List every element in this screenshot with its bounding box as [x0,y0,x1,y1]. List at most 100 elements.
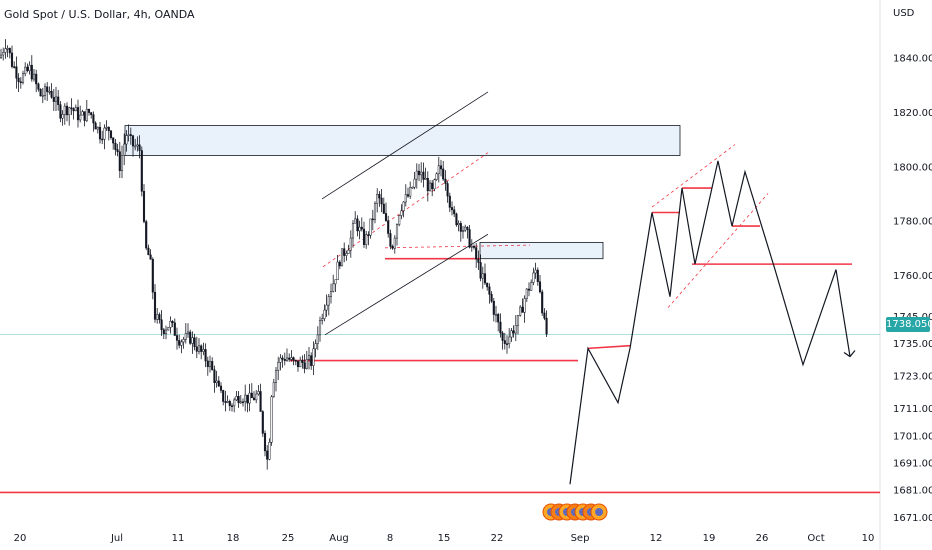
candle-body [145,221,148,249]
candle-body [266,450,269,460]
candle-body [112,137,115,144]
candle-body [277,362,280,371]
candle-body [503,340,506,344]
candle-body [178,340,181,346]
candle-body [48,90,51,93]
candle-body [6,48,9,50]
candle-body [151,259,154,293]
candle-body [367,234,370,236]
candle-body [290,357,293,360]
candle-body [134,145,137,148]
candle-body [398,215,401,225]
y-tick-label: 1691.000 [893,459,932,470]
candle-body [334,279,337,285]
candle-body [32,73,36,80]
candle-body [263,433,267,452]
x-tick-label: 8 [387,533,393,544]
candle-body [259,391,262,412]
candle-body [43,86,47,96]
x-tick-label: 18 [227,533,240,544]
candle-body [160,319,163,330]
candle-body [369,218,372,236]
y-tick-label: 1820.000 [893,108,932,119]
x-tick-label: 10 [862,533,875,544]
candle-body [0,54,3,58]
y-tick-label: 1780.000 [893,217,932,228]
candle-body [409,187,412,197]
candle-body [303,362,306,369]
candle-body [149,254,152,260]
candle-body [519,306,522,316]
candle-body [464,226,467,231]
candle-body [118,151,121,171]
candle-body [213,369,216,383]
candle-body [387,220,390,234]
candle-body [336,261,339,280]
candle-body [142,191,146,222]
candle-body [59,104,62,119]
candle-body [153,291,157,320]
candle-body [206,360,209,368]
y-tick-label: 1840.000 [893,54,932,65]
candle-body [63,105,66,115]
x-tick-label: 20 [14,533,27,544]
candle-body [510,330,513,338]
x-tick-label: Sep [571,533,590,544]
candle-body [224,401,227,403]
candle-body [279,357,282,363]
candle-body [222,390,225,402]
candle-body [362,228,366,245]
candle-body [457,223,460,226]
dashed-level [384,244,531,249]
candle-body [312,348,315,366]
candle-body [186,331,190,334]
candle-body [123,143,126,156]
candle-body [68,107,71,116]
candle-body [345,253,348,256]
candle-body [46,86,49,93]
candle-body [189,331,192,344]
candle-body [120,155,124,171]
y-tick-label: 1760.000 [893,271,932,282]
candle-body [250,392,253,399]
x-tick-label: 11 [172,533,185,544]
candle-body [252,397,256,401]
projection-arrowhead [843,350,856,358]
candle-body [230,405,234,407]
candle-body [173,322,176,336]
candles-group [0,39,548,470]
candle-body [382,203,385,214]
x-tick-label: Jul [110,533,123,544]
candle-body [505,343,509,345]
candle-body [105,126,108,129]
candle-body [248,392,251,404]
candle-body [406,194,410,197]
candle-body [422,171,425,180]
candle-body [475,247,478,260]
candle-body [450,207,454,211]
candle-body [241,401,245,403]
candle-body [307,355,311,360]
candle-body [96,126,99,130]
candle-body [530,282,533,291]
candle-body [109,130,113,138]
candle-body [129,134,132,136]
candle-body [404,194,407,203]
candle-body [19,81,22,83]
candle-body [417,170,421,176]
candle-body [235,396,238,401]
candle-body [107,126,110,132]
candle-body [208,361,212,368]
candle-body [490,294,493,302]
candle-body [50,90,53,98]
x-tick-label: 22 [491,533,504,544]
candle-body [167,327,170,331]
candle-body [283,359,286,361]
candle-body [211,361,214,371]
candle-body [169,321,172,328]
candle-body [226,401,229,403]
candle-body [466,226,469,230]
candle-body [61,114,64,119]
